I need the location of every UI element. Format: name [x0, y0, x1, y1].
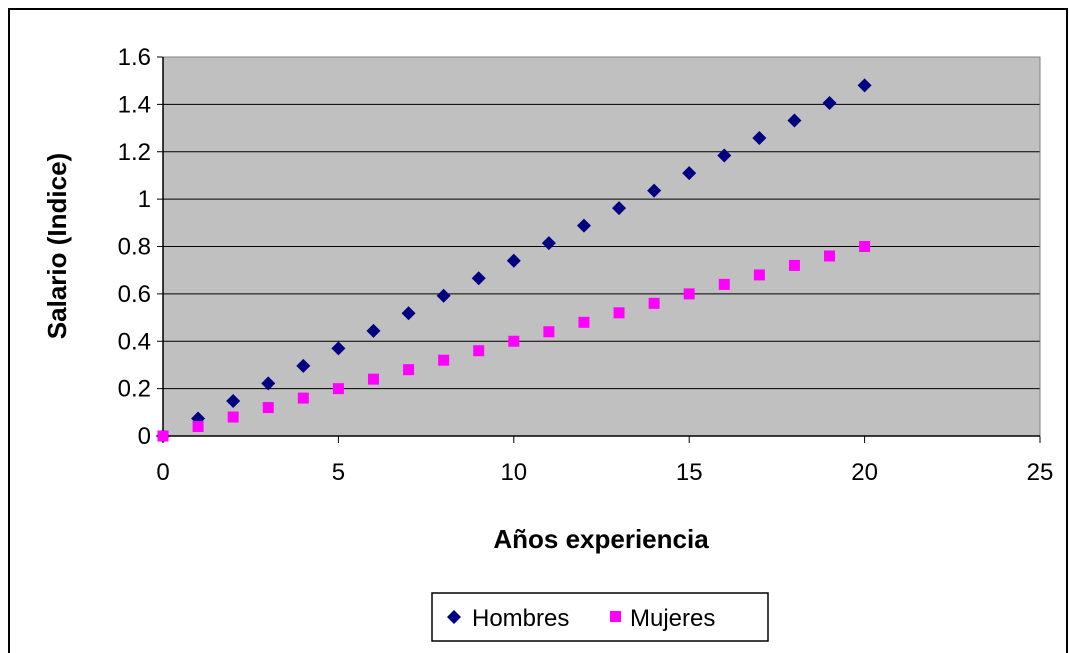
point-mujeres [648, 297, 660, 309]
x-tick-label: 15 [676, 459, 703, 486]
y-tick-label: 0.6 [118, 281, 151, 308]
y-tick-label: 1.4 [118, 91, 151, 118]
legend-box [431, 592, 769, 642]
point-hombres [296, 358, 311, 373]
point-hombres [471, 271, 486, 286]
point-hombres [752, 131, 767, 146]
point-hombres [682, 166, 697, 181]
point-mujeres [824, 250, 836, 262]
point-mujeres [367, 373, 379, 385]
point-hombres [647, 183, 662, 198]
point-hombres [576, 218, 591, 233]
point-mujeres [753, 269, 765, 281]
legend: Hombres Mujeres [431, 592, 769, 642]
point-mujeres [262, 402, 274, 414]
point-mujeres [438, 354, 450, 366]
point-mujeres [297, 392, 309, 404]
x-axis-title: Años experiencia [493, 524, 709, 554]
y-tick-label: 1.2 [118, 139, 151, 166]
point-hombres [717, 148, 732, 163]
point-mujeres [683, 288, 695, 300]
data-points [156, 78, 872, 443]
legend-label-mujeres: Mujeres [630, 605, 715, 632]
point-mujeres [403, 364, 415, 376]
y-tick-label: 0.8 [118, 234, 151, 261]
point-mujeres [227, 411, 239, 423]
point-hombres [366, 323, 381, 338]
point-hombres [857, 78, 872, 93]
point-mujeres [788, 259, 800, 271]
point-hombres [506, 253, 521, 268]
tick-labels: 0 0.2 0.4 0.6 0.8 1 1.2 1.4 1.6 0 5 10 15 20 25 [118, 44, 1054, 486]
point-mujeres [332, 383, 344, 395]
point-mujeres [192, 421, 204, 433]
point-hombres [436, 288, 451, 303]
x-tick-label: 10 [500, 459, 527, 486]
point-mujeres [859, 241, 871, 252]
point-hombres [261, 376, 276, 391]
x-tick-label: 0 [156, 459, 169, 486]
point-hombres [541, 236, 556, 251]
point-mujeres [543, 326, 555, 338]
y-tick-label: 1 [138, 186, 151, 213]
legend-label-hombres: Hombres [472, 605, 569, 632]
point-hombres [787, 113, 802, 128]
point-hombres [822, 95, 837, 110]
point-mujeres [578, 316, 590, 328]
point-mujeres [473, 345, 485, 357]
y-tick-label: 0.2 [118, 376, 151, 403]
point-hombres [226, 393, 241, 408]
y-tick-label: 0.4 [118, 328, 151, 355]
chart-area [8, 8, 1068, 653]
y-tick-label: 0 [138, 423, 151, 450]
legend-marker-mujeres [610, 611, 621, 622]
x-tick-label: 25 [1027, 459, 1054, 486]
y-tick-label: 1.6 [118, 44, 151, 71]
legend-marker-hombres [447, 610, 461, 624]
point-mujeres [613, 307, 625, 319]
point-hombres [331, 341, 346, 356]
point-hombres [401, 306, 416, 321]
point-mujeres [157, 430, 169, 442]
point-hombres [612, 201, 627, 216]
x-tick-label: 5 [332, 459, 345, 486]
point-mujeres [508, 335, 520, 347]
y-axis-title: Salario (Indice) [42, 153, 72, 339]
x-tick-label: 20 [851, 459, 878, 486]
point-mujeres [718, 278, 730, 290]
